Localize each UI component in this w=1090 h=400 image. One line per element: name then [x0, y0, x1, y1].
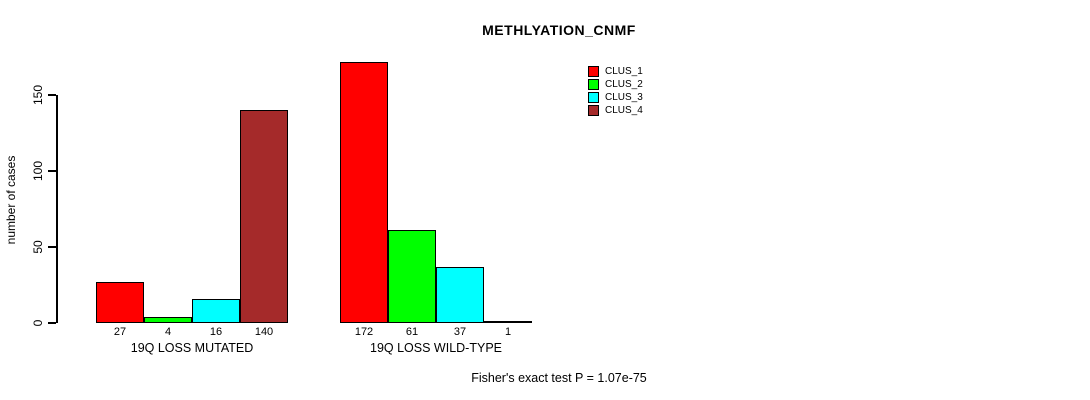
y-tick-mark — [48, 322, 56, 324]
bar-value-label: 172 — [354, 326, 374, 338]
y-axis-label: number of cases — [4, 155, 18, 245]
y-axis-line — [56, 95, 58, 323]
x-group-label: 19Q LOSS MUTATED — [130, 341, 254, 355]
y-tick-label: 100 — [31, 160, 45, 182]
legend-swatch-icon — [588, 66, 599, 77]
bar-value-label: 61 — [405, 326, 419, 338]
legend-row-clus_3: CLUS_3 — [588, 91, 643, 104]
legend-swatch-icon — [588, 92, 599, 103]
bar-clus_4-group2 — [484, 321, 532, 324]
bar-clus_4-group1 — [240, 110, 288, 323]
y-tick-mark — [48, 246, 56, 248]
bar-clus_2-group2 — [388, 230, 436, 323]
bar-clus_2-group1 — [144, 316, 192, 323]
fisher-test-annotation: Fisher's exact test P = 1.07e-75 — [471, 371, 647, 385]
legend: CLUS_1 CLUS_2 CLUS_3 CLUS_4 — [588, 65, 643, 117]
bar-clus_3-group2 — [436, 266, 484, 323]
y-tick-mark — [48, 94, 56, 96]
bar-value-label: 37 — [453, 326, 467, 338]
x-group-label: 19Q LOSS WILD-TYPE — [370, 341, 502, 355]
bar-value-label: 140 — [254, 326, 274, 338]
legend-label: CLUS_4 — [605, 105, 643, 116]
legend-label: CLUS_3 — [605, 92, 643, 103]
legend-swatch-icon — [588, 79, 599, 90]
bar-value-label: 4 — [164, 326, 172, 338]
bar-value-label: 16 — [209, 326, 223, 338]
bar-clus_1-group2 — [340, 61, 388, 323]
chart-title: METHLYATION_CNMF — [482, 22, 636, 38]
y-tick-label: 150 — [31, 84, 45, 106]
y-tick-mark — [48, 170, 56, 172]
legend-swatch-icon — [588, 105, 599, 116]
bar-clus_1-group1 — [96, 281, 144, 323]
bar-value-label: 27 — [113, 326, 127, 338]
legend-row-clus_1: CLUS_1 — [588, 65, 643, 78]
bar-clus_3-group1 — [192, 298, 240, 323]
y-tick-label: 0 — [31, 319, 45, 327]
legend-row-clus_2: CLUS_2 — [588, 78, 643, 91]
legend-row-clus_4: CLUS_4 — [588, 104, 643, 117]
legend-label: CLUS_2 — [605, 79, 643, 90]
bar-value-label: 1 — [504, 326, 512, 338]
y-tick-label: 50 — [31, 240, 45, 254]
legend-label: CLUS_1 — [605, 66, 643, 77]
